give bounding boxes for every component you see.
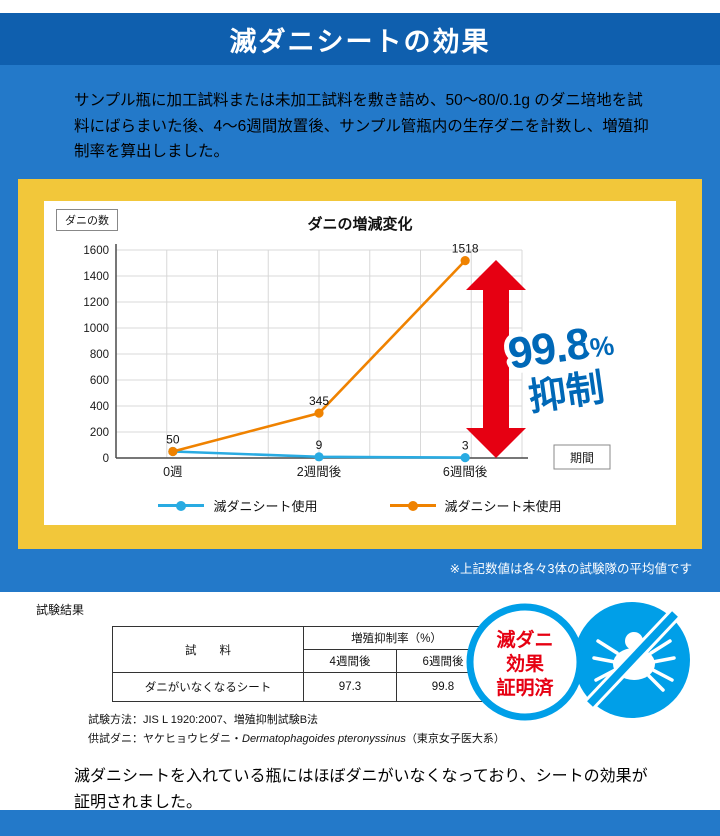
svg-text:1518: 1518 xyxy=(452,242,479,256)
mite-note: 供試ダニ：ヤケヒョウヒダニ・Dermatophagoides pteronyss… xyxy=(88,730,720,749)
svg-text:800: 800 xyxy=(90,349,109,361)
method-note: 試験方法：JIS L 1920:2007、増殖抑制試験B法 xyxy=(88,714,319,726)
results-table: 試 料 増殖抑制率（%） 4週間後 6週間後 ダニがいなくなるシート 97.3 … xyxy=(112,626,490,702)
mite-note-prefix: 供試ダニ：ヤケヒョウヒダニ・ xyxy=(88,733,242,746)
header-banner: 滅ダニシートの効果 xyxy=(0,13,720,65)
legend-line-swatch xyxy=(389,500,436,511)
chart-panel: ダニの数 ダニの増減変化 0 200 400 600 800 1000 1200 1400 16… xyxy=(18,179,702,550)
legend-label: 滅ダニシート使用 xyxy=(213,499,318,515)
svg-text:1400: 1400 xyxy=(83,271,109,283)
svg-text:345: 345 xyxy=(309,394,329,408)
svg-text:1000: 1000 xyxy=(83,323,109,335)
svg-text:600: 600 xyxy=(90,375,109,387)
svg-text:3: 3 xyxy=(462,439,469,453)
table-cell-product: ダニがいなくなるシート xyxy=(112,672,304,702)
top-margin xyxy=(0,0,720,13)
bottom-band xyxy=(0,810,720,836)
svg-text:0: 0 xyxy=(103,453,109,465)
svg-text:200: 200 xyxy=(90,427,109,439)
panel-footnote: ※上記数値は各々3体の試験隊の平均値です xyxy=(449,562,692,577)
mite-note-suffix: （東京女子医大系） xyxy=(405,733,505,746)
svg-text:1600: 1600 xyxy=(83,245,109,257)
svg-text:6週間後: 6週間後 xyxy=(443,465,488,479)
legend-label: 滅ダニシート未使用 xyxy=(444,499,562,515)
stamp-graphic: 滅ダニ 効果 証明済 xyxy=(466,602,690,721)
results-label: 試験結果 xyxy=(36,603,85,617)
results-section: 試験結果 試 料 増殖抑制率（%） 4週間後 6週間後 ダニがいなくなるシート … xyxy=(0,592,720,810)
legend-item-2: 滅ダニシート未使用 xyxy=(389,496,562,515)
certified-seal: 滅ダニ 効果 証明済 xyxy=(466,603,584,721)
table-header-4w: 4週間後 xyxy=(303,649,397,673)
stamp-line1: 滅ダニ xyxy=(496,628,553,651)
intro-text: サンプル瓶に加工試料または未加工試料を敷き詰め、50〜80/0.1g のダニ培地… xyxy=(74,92,649,161)
svg-text:400: 400 xyxy=(90,401,109,413)
test-method-notes: 試験方法：JIS L 1920:2007、増殖抑制試験B法 供試ダニ：ヤケヒョウ… xyxy=(88,711,720,750)
mite-line-chart: 0 200 400 600 800 1000 1200 1400 1600 0週 2週間後 6週間後 期… xyxy=(83,242,621,479)
legend-item-1: 滅ダニシート使用 xyxy=(158,496,318,515)
table-row: ダニがいなくなるシート 97.3 99.8 xyxy=(112,672,490,702)
no-mite-icon xyxy=(574,602,690,718)
stamp-line3: 証明済 xyxy=(496,676,554,699)
chart-title: ダニの増減変化 xyxy=(307,216,413,234)
svg-text:期間: 期間 xyxy=(570,451,594,465)
table-header-sample: 試 料 xyxy=(112,626,304,673)
svg-text:1200: 1200 xyxy=(83,297,109,309)
legend-line-swatch xyxy=(158,500,205,511)
chart-card: ダニの数 ダニの増減変化 0 200 400 600 800 1000 1200 1400 16… xyxy=(44,201,676,526)
main-section: サンプル瓶に加工試料または未加工試料を敷き詰め、50〜80/0.1g のダニ培地… xyxy=(0,65,720,592)
svg-text:50: 50 xyxy=(166,433,180,447)
table-cell-4w-value: 97.3 xyxy=(303,672,397,702)
certification-stamp: 滅ダニ 効果 証明済 xyxy=(462,594,712,730)
svg-text:9: 9 xyxy=(316,438,323,452)
stamp-line2: 効果 xyxy=(506,652,544,675)
mite-note-latin: Dermatophagoides pteronyssinus xyxy=(242,733,406,746)
y-axis-label-box: ダニの数 xyxy=(56,209,118,232)
page-title: 滅ダニシートの効果 xyxy=(229,26,491,57)
svg-text:2週間後: 2週間後 xyxy=(297,465,342,479)
svg-text:抑制: 抑制 xyxy=(526,367,607,419)
svg-text:0週: 0週 xyxy=(163,465,183,479)
chart-legend: 滅ダニシート使用 滅ダニシート未使用 xyxy=(44,496,676,515)
conclusion-text: 滅ダニシートを入れている瓶にはほぼダニがいなくなっており、シートの効果が証明され… xyxy=(74,767,648,811)
